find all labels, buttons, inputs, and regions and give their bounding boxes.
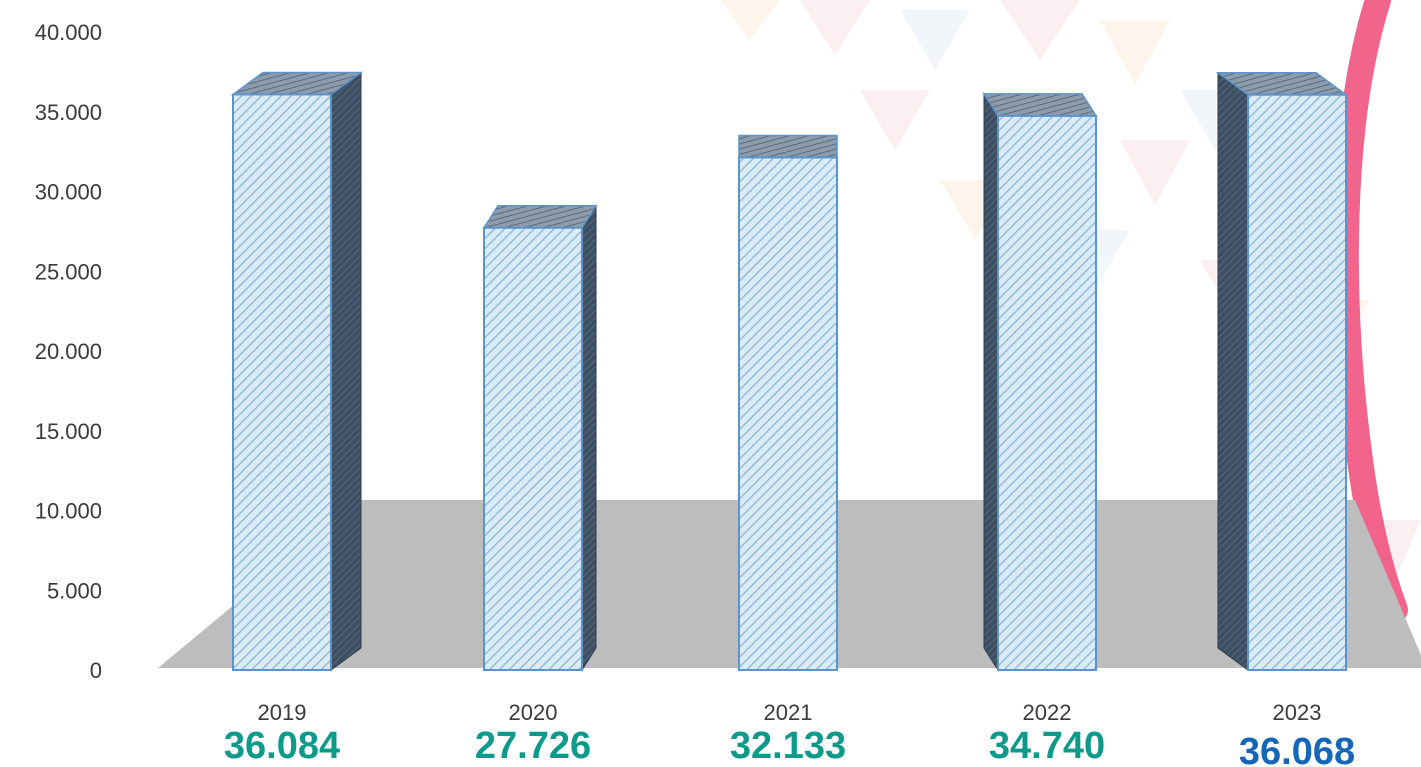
bar-front-face — [1247, 93, 1347, 672]
bar-side-face — [1217, 71, 1249, 671]
bar-2023 — [1215, 71, 1349, 672]
bar-front-face — [738, 156, 838, 672]
bars — [230, 71, 1349, 672]
bar-front-face — [997, 114, 1097, 672]
bar-side-face — [330, 71, 362, 671]
value-labels: 36.084 27.726 32.133 34.740 36.068 — [224, 725, 1355, 767]
y-tick-label: 30.000 — [35, 180, 102, 205]
x-axis: 2019 2020 2021 2022 2023 — [258, 700, 1322, 725]
data-label: 36.068 — [1239, 731, 1355, 767]
data-label: 32.133 — [730, 725, 846, 767]
bar-2021 — [738, 134, 838, 672]
bar-top-face — [482, 205, 598, 229]
bar-front-face — [232, 93, 332, 671]
x-tick-label: 2023 — [1273, 700, 1322, 725]
y-tick-label: 40.000 — [35, 20, 102, 45]
bar-side-face — [581, 204, 597, 672]
y-tick-label: 0 — [90, 658, 102, 683]
x-tick-label: 2021 — [764, 700, 813, 725]
x-tick-label: 2022 — [1023, 700, 1072, 725]
bar-top-face — [738, 134, 838, 159]
bar-2019 — [230, 71, 364, 671]
data-label: 27.726 — [475, 725, 591, 767]
data-label: 34.740 — [989, 725, 1105, 767]
y-tick-label: 15.000 — [35, 419, 102, 444]
y-tick-label: 20.000 — [35, 339, 102, 364]
x-tick-label: 2019 — [258, 700, 307, 725]
bar-front-face — [483, 226, 583, 671]
bar-2022 — [982, 92, 1098, 672]
y-tick-label: 25.000 — [35, 259, 102, 284]
y-tick-label: 35.000 — [35, 100, 102, 125]
bar-side-face — [983, 92, 999, 672]
y-tick-label: 10.000 — [35, 499, 102, 524]
data-label: 36.084 — [224, 725, 340, 767]
y-axis: 0 5.000 10.000 15.000 20.000 25.000 30.000 35.0… — [35, 20, 102, 683]
y-tick-label: 5.000 — [47, 578, 102, 603]
x-tick-label: 2020 — [509, 700, 558, 725]
bar-top-face — [982, 93, 1098, 117]
bar-2020 — [482, 204, 598, 672]
